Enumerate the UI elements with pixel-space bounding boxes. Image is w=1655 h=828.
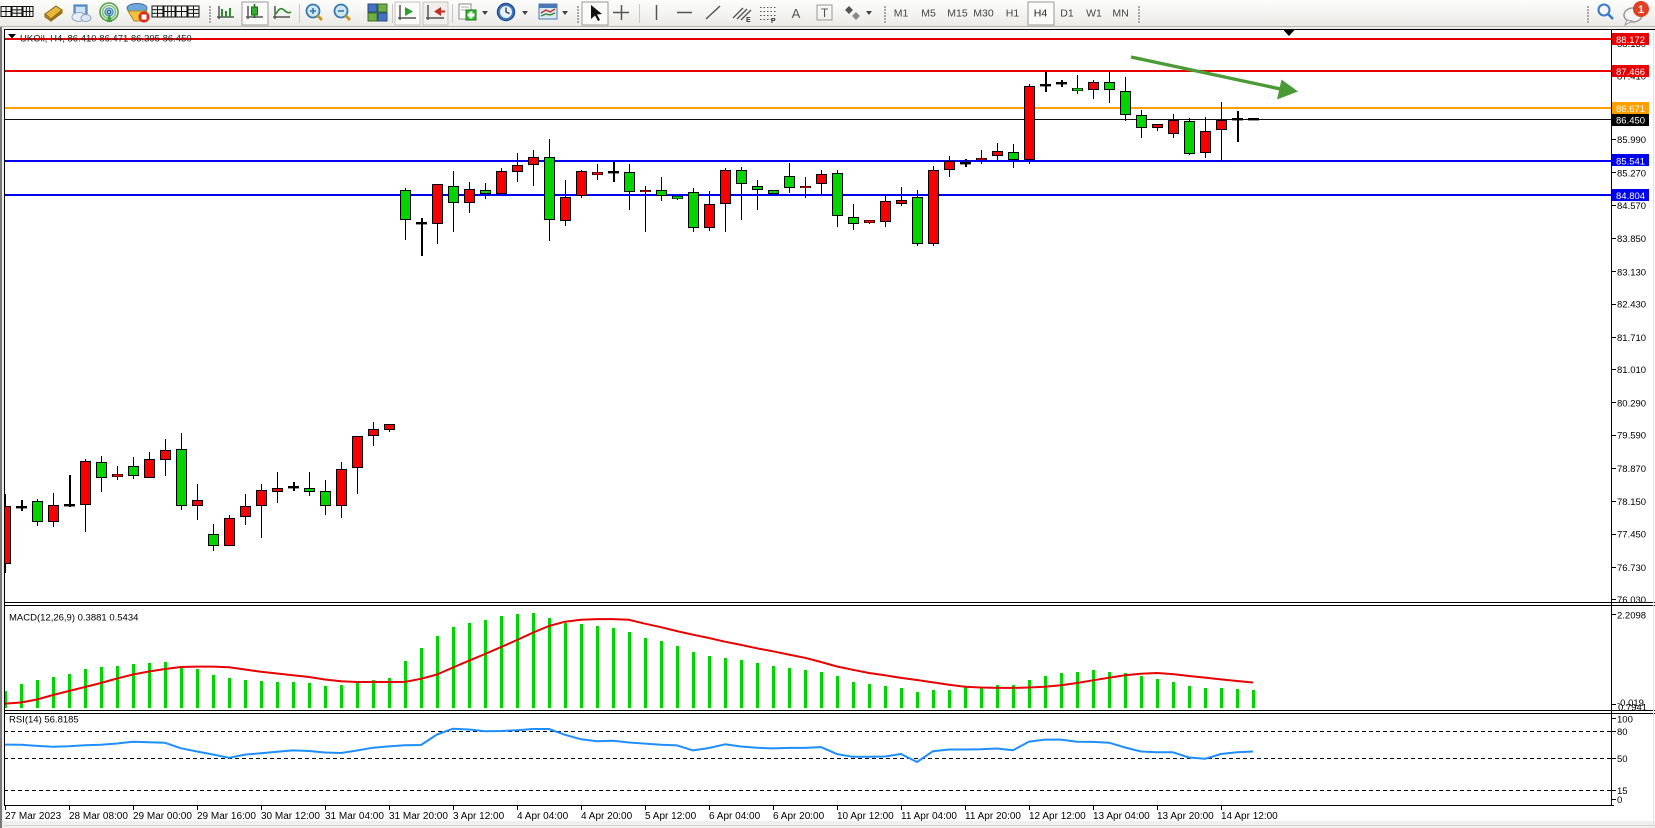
svg-text:82.430: 82.430 bbox=[1617, 300, 1646, 311]
svg-text:83.130: 83.130 bbox=[1617, 267, 1646, 278]
svg-text:77.450: 77.450 bbox=[1617, 530, 1646, 541]
svg-text:85.541: 85.541 bbox=[1616, 156, 1645, 167]
svg-text:12 Apr 12:00: 12 Apr 12:00 bbox=[1029, 811, 1086, 822]
svg-text:11 Apr 20:00: 11 Apr 20:00 bbox=[965, 811, 1021, 822]
svg-text:M1: M1 bbox=[894, 8, 909, 20]
svg-text:MN: MN bbox=[1112, 8, 1128, 20]
svg-text:84.570: 84.570 bbox=[1617, 201, 1646, 212]
svg-text:78.870: 78.870 bbox=[1617, 464, 1646, 475]
svg-text:84.804: 84.804 bbox=[1616, 191, 1645, 202]
svg-text:13 Apr 04:00: 13 Apr 04:00 bbox=[1093, 811, 1150, 822]
svg-text:85.270: 85.270 bbox=[1617, 169, 1646, 180]
svg-text:6 Apr 20:00: 6 Apr 20:00 bbox=[773, 811, 825, 822]
svg-text:E: E bbox=[746, 17, 751, 24]
svg-text:79.590: 79.590 bbox=[1617, 431, 1646, 442]
svg-text:0: 0 bbox=[1617, 795, 1622, 806]
svg-text:31 Mar 04:00: 31 Mar 04:00 bbox=[325, 811, 384, 822]
svg-text:86.671: 86.671 bbox=[1616, 104, 1645, 115]
svg-text:0.7941: 0.7941 bbox=[1618, 703, 1647, 714]
svg-text:14 Apr 12:00: 14 Apr 12:00 bbox=[1221, 811, 1278, 822]
svg-text:29 Mar 00:00: 29 Mar 00:00 bbox=[133, 811, 192, 822]
svg-text:6 Apr 04:00: 6 Apr 04:00 bbox=[709, 811, 761, 822]
svg-text:81.710: 81.710 bbox=[1617, 333, 1646, 344]
svg-text:88.172: 88.172 bbox=[1616, 35, 1645, 46]
svg-text:F: F bbox=[771, 18, 776, 25]
svg-text:13 Apr 20:00: 13 Apr 20:00 bbox=[1157, 811, 1214, 822]
svg-text:T: T bbox=[821, 6, 829, 20]
svg-text:H1: H1 bbox=[1006, 8, 1020, 20]
svg-text:3 Apr 12:00: 3 Apr 12:00 bbox=[453, 811, 505, 822]
svg-text:1: 1 bbox=[1638, 4, 1644, 16]
svg-text:83.850: 83.850 bbox=[1617, 234, 1646, 245]
svg-text:87.466: 87.466 bbox=[1616, 67, 1645, 78]
svg-text:W1: W1 bbox=[1086, 8, 1102, 20]
svg-text:10 Apr 12:00: 10 Apr 12:00 bbox=[837, 811, 894, 822]
svg-text:D1: D1 bbox=[1060, 8, 1074, 20]
svg-text:A: A bbox=[792, 6, 801, 21]
svg-text:86.450: 86.450 bbox=[1616, 115, 1645, 126]
svg-text:81.010: 81.010 bbox=[1617, 365, 1646, 376]
svg-text:30 Mar 12:00: 30 Mar 12:00 bbox=[261, 811, 320, 822]
svg-text:100: 100 bbox=[1617, 715, 1633, 726]
svg-text:UKOil, H4, 86.410 86.471 86.39: UKOil, H4, 86.410 86.471 86.395 86.450 bbox=[20, 34, 192, 45]
svg-text:11 Apr 04:00: 11 Apr 04:00 bbox=[901, 811, 957, 822]
svg-text:4 Apr 04:00: 4 Apr 04:00 bbox=[517, 811, 569, 822]
svg-text:M5: M5 bbox=[921, 8, 936, 20]
svg-text:28 Mar 08:00: 28 Mar 08:00 bbox=[69, 811, 128, 822]
svg-text:15: 15 bbox=[1617, 786, 1628, 797]
svg-text:76.730: 76.730 bbox=[1617, 563, 1646, 574]
svg-text:31 Mar 20:00: 31 Mar 20:00 bbox=[389, 811, 448, 822]
svg-text:76.030: 76.030 bbox=[1617, 595, 1646, 606]
svg-text:-0.019: -0.019 bbox=[1617, 698, 1644, 709]
svg-text:4 Apr 20:00: 4 Apr 20:00 bbox=[581, 811, 633, 822]
svg-text:50: 50 bbox=[1617, 754, 1628, 765]
svg-text:85.990: 85.990 bbox=[1617, 135, 1646, 146]
svg-text:M15: M15 bbox=[947, 8, 968, 20]
svg-text:78.150: 78.150 bbox=[1617, 497, 1646, 508]
svg-text:M30: M30 bbox=[973, 8, 994, 20]
svg-text:5 Apr 12:00: 5 Apr 12:00 bbox=[645, 811, 697, 822]
svg-text:27 Mar 2023: 27 Mar 2023 bbox=[5, 811, 62, 822]
svg-text:80.290: 80.290 bbox=[1617, 398, 1646, 409]
svg-text:RSI(14) 56.8185: RSI(14) 56.8185 bbox=[9, 715, 79, 726]
svg-text:2.2098: 2.2098 bbox=[1617, 611, 1646, 622]
svg-text:29 Mar 16:00: 29 Mar 16:00 bbox=[197, 811, 256, 822]
svg-text:H4: H4 bbox=[1034, 8, 1048, 20]
svg-text:80: 80 bbox=[1617, 727, 1628, 738]
svg-text:MACD(12,26,9) 0.3881 0.5434: MACD(12,26,9) 0.3881 0.5434 bbox=[9, 613, 138, 624]
